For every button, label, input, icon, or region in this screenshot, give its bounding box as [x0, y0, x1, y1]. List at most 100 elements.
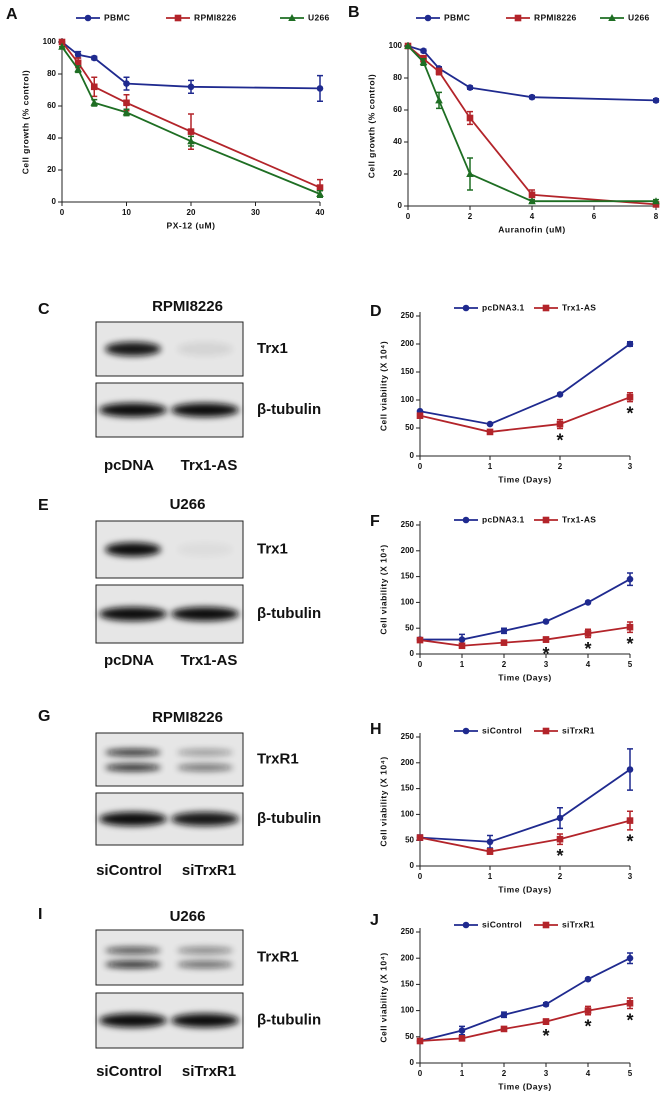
blot-panel: I U266 TrxR1 β-tubulin siControl siTrxR1	[38, 906, 321, 1080]
x-tick-label: 4	[586, 1069, 591, 1078]
legend-label: Trx1-AS	[562, 514, 596, 524]
significance-mark: *	[626, 634, 633, 654]
y-tick-label: 250	[401, 311, 415, 320]
marker	[316, 85, 324, 92]
band	[105, 947, 161, 954]
y-tick-label: 150	[401, 572, 415, 581]
legend-label: U266	[628, 12, 650, 22]
marker	[626, 393, 634, 401]
marker	[74, 65, 82, 73]
x-tick-label: 3	[544, 660, 549, 669]
y-tick-label: 100	[43, 37, 57, 46]
y-tick-label: 250	[401, 520, 415, 529]
legend-label: RPMI8226	[194, 12, 237, 22]
series-line	[419, 957, 631, 1042]
marker	[626, 817, 634, 824]
band	[99, 607, 167, 621]
marker	[90, 98, 99, 106]
marker	[626, 340, 634, 348]
marker	[90, 54, 98, 62]
marker	[652, 197, 660, 205]
legend-marker	[608, 14, 616, 21]
x-tick-label: 5	[628, 660, 633, 669]
marker	[500, 1011, 508, 1019]
legend-label: siControl	[482, 919, 522, 929]
panel-letter: B	[348, 4, 360, 21]
marker	[187, 83, 195, 91]
x-tick-label: 2	[502, 660, 507, 669]
marker	[187, 137, 195, 145]
y-tick-label: 0	[410, 861, 415, 870]
x-axis-label: Time (Days)	[498, 672, 552, 682]
marker	[500, 627, 508, 635]
y-tick-label: 100	[401, 598, 415, 607]
marker	[466, 114, 474, 122]
y-tick-label: 200	[401, 953, 415, 962]
legend-marker	[542, 921, 550, 929]
marker	[542, 1018, 550, 1025]
x-tick-label: 0	[418, 462, 423, 471]
marker	[316, 184, 324, 191]
x-tick-label: 3	[628, 872, 633, 881]
marker	[458, 1027, 466, 1034]
y-tick-label: 40	[393, 137, 402, 146]
series-line	[407, 45, 657, 206]
panel-letter: I	[38, 906, 42, 923]
significance-mark: *	[556, 430, 563, 450]
lane-label: siTrxR1	[182, 862, 236, 879]
marker	[420, 47, 427, 55]
band	[99, 403, 167, 417]
legend-marker	[542, 727, 550, 735]
marker	[528, 197, 536, 205]
band	[105, 542, 161, 557]
marker	[435, 96, 443, 104]
x-tick-label: 6	[592, 212, 597, 221]
band	[171, 607, 239, 621]
y-tick-label: 150	[401, 980, 415, 989]
chart-panel: D 0 50 100 150 200 250 0 1 2 3 Time (Days) Cell viab…	[370, 302, 634, 484]
marker	[416, 1037, 424, 1045]
legend-marker	[462, 921, 470, 929]
marker	[316, 190, 324, 197]
marker	[486, 420, 494, 428]
marker	[584, 975, 592, 983]
x-tick-label: 20	[187, 208, 196, 217]
marker	[584, 630, 592, 637]
chart-panel: A 0 20 40 60 80 100 0 10 20 30 40 PX-12 (uM) Cell gro…	[6, 6, 329, 230]
blot-box	[95, 732, 244, 787]
blot-panel: G RPMI8226 TrxR1 β-tubulin siControl siTrxR1	[38, 708, 321, 879]
y-tick-label: 60	[393, 105, 402, 114]
band	[99, 812, 167, 826]
legend-marker	[542, 516, 550, 524]
x-tick-label: 1	[488, 872, 493, 881]
panel-letter: E	[38, 497, 49, 514]
y-axis-label: Cell growth (% control)	[366, 74, 376, 179]
band-label: Trx1	[257, 340, 288, 357]
legend-marker	[462, 727, 470, 735]
blot-title: RPMI8226	[152, 298, 223, 315]
legend-marker	[462, 304, 470, 312]
lane-label: siTrxR1	[182, 1063, 236, 1080]
x-tick-label: 1	[488, 462, 493, 471]
series-line	[61, 41, 321, 189]
chart-panel: F 0 50 100 150 200 250 0 1 2 3 4 5 Time (Days) Cell vi…	[370, 513, 634, 682]
significance-mark: *	[556, 846, 563, 866]
x-tick-label: 1	[460, 1069, 465, 1078]
band-label: β-tubulin	[257, 401, 321, 418]
significance-mark: *	[542, 644, 549, 664]
marker	[500, 1025, 508, 1033]
significance-mark: *	[584, 639, 591, 659]
band	[105, 749, 161, 756]
marker	[123, 99, 130, 107]
series-line	[407, 45, 656, 203]
band	[177, 961, 233, 968]
series-line	[419, 626, 631, 647]
blot-box	[95, 929, 244, 986]
panel-letter: C	[38, 301, 50, 318]
marker	[528, 191, 536, 199]
significance-mark: *	[584, 1017, 591, 1037]
significance-mark: *	[626, 1010, 633, 1030]
marker	[652, 201, 660, 208]
chart-panel: H 0 50 100 150 200 250 0 1 2 3 Time (Days) Cell viab…	[370, 721, 634, 894]
y-tick-label: 100	[401, 395, 415, 404]
